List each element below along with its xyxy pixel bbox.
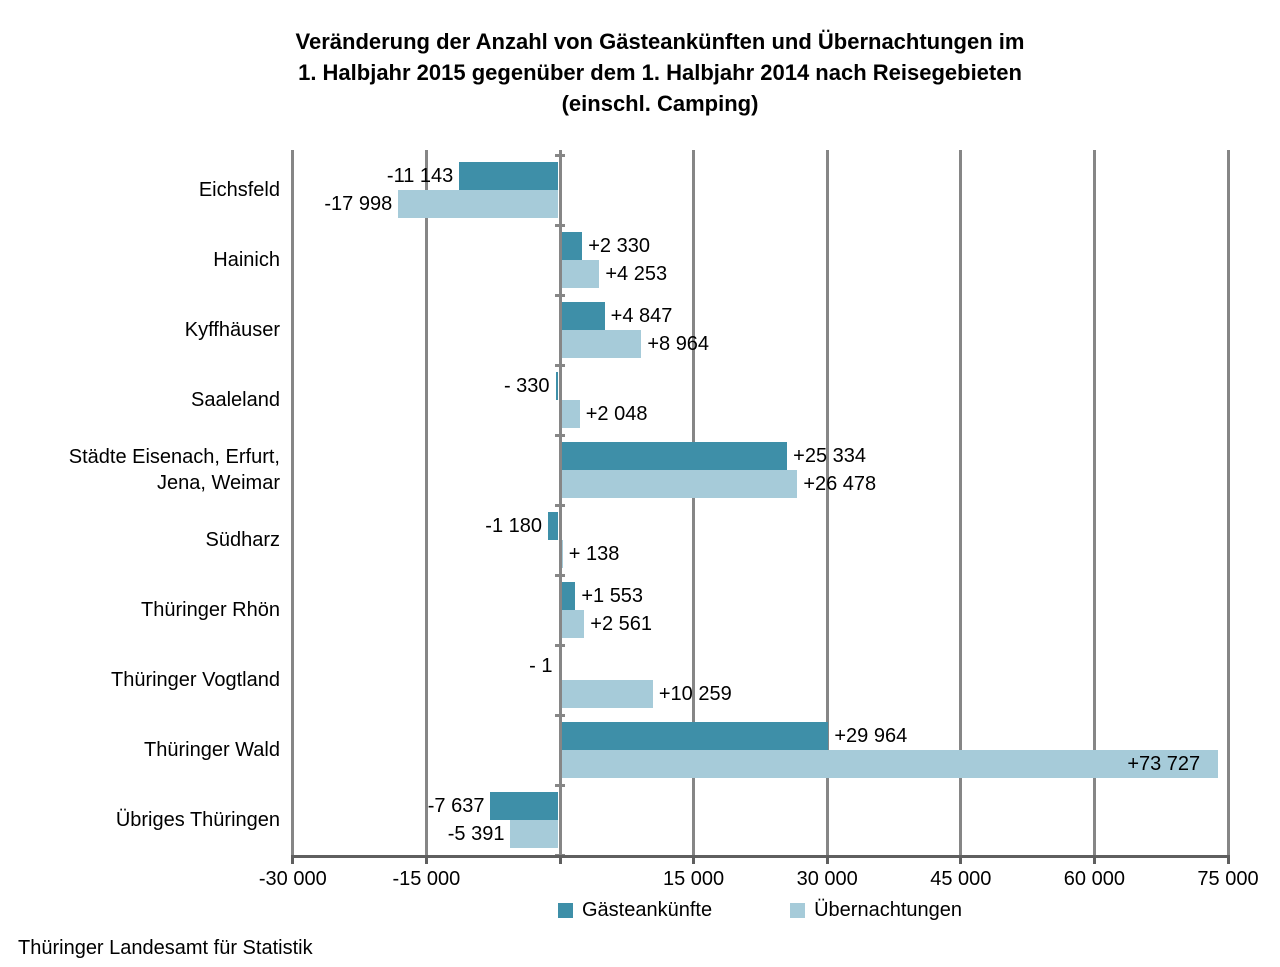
x-tick-label: 75 000 xyxy=(1197,868,1259,890)
category-axis-tick xyxy=(555,433,565,437)
legend-item-uebernachtungen: Übernachtungen xyxy=(790,899,962,922)
bar xyxy=(459,162,559,190)
value-label: +29 964 xyxy=(834,725,908,747)
value-label: - 330 xyxy=(503,375,550,397)
category-label: Südharz xyxy=(205,529,281,551)
value-label: +73 727 xyxy=(1127,753,1201,775)
chart-title: Veränderung der Anzahl von Gästeankünfte… xyxy=(30,26,1280,119)
value-label: +4 847 xyxy=(610,305,673,327)
x-tick-label: -30 000 xyxy=(258,868,327,890)
x-axis-tick xyxy=(959,855,963,864)
gridline xyxy=(1226,150,1230,855)
chart-title-line-1: Veränderung der Anzahl von Gästeankünfte… xyxy=(295,29,1025,54)
bar xyxy=(490,792,559,820)
value-label: -11 143 xyxy=(386,165,454,187)
x-axis-tick xyxy=(424,855,428,864)
chart-title-line-2: 1. Halbjahr 2015 gegenüber dem 1. Halbja… xyxy=(298,60,1022,85)
source-note: Thüringer Landesamt für Statistik xyxy=(18,937,313,959)
category-label: Saaleland xyxy=(191,389,280,411)
legend-label: Übernachtungen xyxy=(814,899,962,921)
value-label: -17 998 xyxy=(324,193,393,215)
value-label: -5 391 xyxy=(447,823,505,845)
value-label: -1 180 xyxy=(485,515,542,537)
bar xyxy=(561,400,580,428)
zero-axis-line xyxy=(558,150,562,855)
x-axis-line xyxy=(291,855,1230,858)
bar xyxy=(561,260,600,288)
category-axis-tick xyxy=(555,223,565,227)
category-axis-tick xyxy=(555,293,565,297)
x-tick-label: 45 000 xyxy=(930,868,992,890)
bar xyxy=(561,680,653,708)
value-label: +10 259 xyxy=(658,683,732,705)
gridline xyxy=(692,150,696,855)
category-axis-tick xyxy=(555,713,565,717)
bar xyxy=(398,190,559,218)
category-label: Thüringer Wald xyxy=(144,739,280,761)
legend-swatch-icon xyxy=(558,903,573,918)
legend-item-gaesteankuenfte: Gästeankünfte xyxy=(558,899,712,922)
x-tick-label: 30 000 xyxy=(796,868,858,890)
value-label: -7 637 xyxy=(427,795,485,817)
value-label: + 138 xyxy=(568,543,620,565)
gridline xyxy=(1092,150,1096,855)
value-label: - 1 xyxy=(529,655,553,677)
legend-label: Gästeankünfte xyxy=(582,899,713,921)
bar xyxy=(561,470,798,498)
category-label: Thüringer Vogtland xyxy=(110,669,280,691)
x-axis-tick xyxy=(825,855,829,864)
legend-swatch-icon xyxy=(790,903,806,918)
value-label: +8 964 xyxy=(647,333,710,355)
category-axis-tick xyxy=(555,153,565,157)
category-axis-tick xyxy=(555,643,565,647)
category-axis-tick xyxy=(555,503,565,507)
gridline xyxy=(424,150,428,855)
bar xyxy=(561,232,583,260)
value-label: +2 330 xyxy=(588,235,650,257)
bar xyxy=(561,610,585,638)
bar xyxy=(510,820,559,848)
value-label: +26 478 xyxy=(803,473,877,495)
chart-legend: Gästeankünfte Übernachtungen xyxy=(292,899,1228,922)
x-tick-label: 60 000 xyxy=(1063,868,1125,890)
bar xyxy=(561,722,829,750)
category-axis-tick xyxy=(555,363,565,367)
value-label: +2 048 xyxy=(585,403,648,425)
gridline xyxy=(825,150,829,855)
x-axis-tick xyxy=(291,855,295,864)
x-tick-label: -15 000 xyxy=(392,868,461,890)
bar xyxy=(561,582,576,610)
gridline xyxy=(291,150,295,855)
bar xyxy=(555,372,559,400)
value-label: +25 334 xyxy=(793,445,866,467)
category-label: Thüringer Rhön xyxy=(141,599,280,621)
category-label: Städte Eisenach, Erfurt, Jena, Weimar xyxy=(68,446,280,494)
x-axis-tick xyxy=(1226,855,1230,864)
gridline xyxy=(959,150,963,855)
value-label: +4 253 xyxy=(605,263,668,285)
category-label: Kyffhäuser xyxy=(184,319,280,341)
category-label: Eichsfeld xyxy=(198,179,280,201)
chart-title-line-3: (einschl. Camping) xyxy=(561,91,759,116)
bar xyxy=(547,512,559,540)
bar xyxy=(561,302,605,330)
x-axis-tick xyxy=(692,855,696,864)
category-label: Übriges Thüringen xyxy=(115,809,280,831)
category-label: Hainich xyxy=(213,249,280,271)
bar xyxy=(561,540,563,568)
bar xyxy=(561,750,1219,778)
bar xyxy=(561,442,788,470)
bar xyxy=(561,330,642,358)
category-axis-tick xyxy=(555,573,565,577)
category-axis-tick xyxy=(555,783,565,787)
value-label: +2 561 xyxy=(590,613,653,635)
x-tick-label: 15 000 xyxy=(663,868,725,890)
x-axis-tick xyxy=(558,855,562,864)
value-label: +1 553 xyxy=(581,585,644,607)
x-axis-tick xyxy=(1092,855,1096,864)
